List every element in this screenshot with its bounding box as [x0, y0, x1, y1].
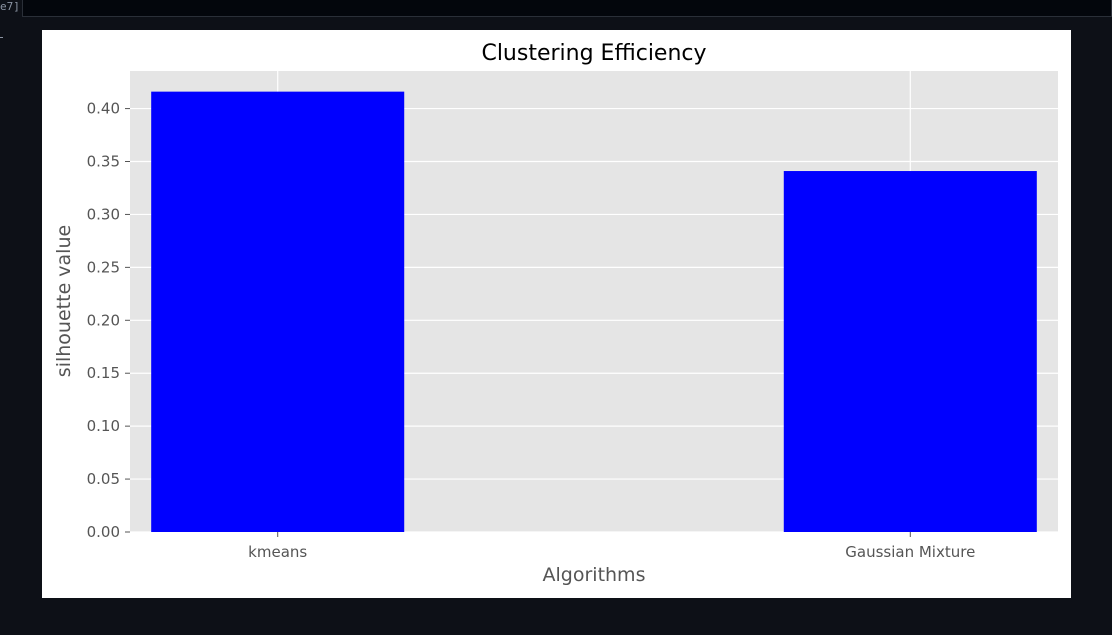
chart-title: Clustering Efficiency	[481, 41, 706, 66]
chart-figure: 0.00 0.05 0.10 0.15 0.20 0.25 0.30 0.35 0.40 kmea…	[42, 30, 1071, 598]
cell-execution-prompt: e7]	[0, 0, 18, 13]
y-tick-label: 0.25	[87, 258, 120, 276]
y-tick-label: 0.15	[87, 364, 120, 382]
x-tick-label: kmeans	[248, 543, 307, 561]
code-cell-editor[interactable]	[22, 0, 1112, 17]
bar-gaussian-mixture	[783, 171, 1037, 532]
y-tick-label: 0.35	[87, 153, 120, 171]
y-tick-label: 0.30	[87, 205, 120, 223]
y-tick-label: 0.05	[87, 470, 120, 488]
bar-kmeans	[151, 91, 405, 533]
y-tick-label: 0.10	[87, 417, 120, 435]
x-tick-label: Gaussian Mixture	[845, 543, 975, 561]
y-tick-label: 0.40	[87, 100, 120, 118]
y-tick-label: 0.20	[87, 311, 120, 329]
y-tick-label: 0.00	[87, 523, 120, 541]
bar-chart: 0.00 0.05 0.10 0.15 0.20 0.25 0.30 0.35 0.40 kmea…	[53, 41, 1058, 586]
output-collapse-marker[interactable]	[0, 37, 3, 38]
y-axis-label: silhouette value	[53, 225, 75, 377]
x-axis-label: Algorithms	[543, 564, 646, 586]
